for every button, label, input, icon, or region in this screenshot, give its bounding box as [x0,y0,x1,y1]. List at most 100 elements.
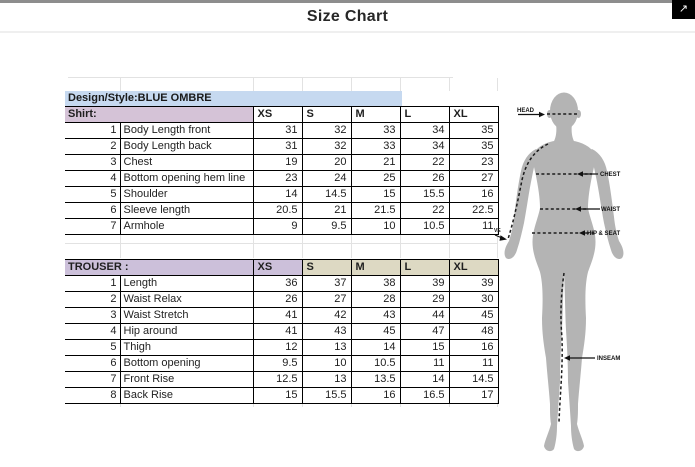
size-value-cell: 29 [399,291,450,308]
size-value-cell: 16.5 [399,387,450,404]
size-value-cell: 15 [399,339,450,356]
measurement-row: 4 Hip around 41 43 45 47 48 [65,323,499,340]
size-value-cell: 9 [252,218,303,235]
gridline [449,231,450,258]
size-value-cell: 43 [350,307,401,324]
size-value-cell: 34 [399,138,450,155]
inseam-label: INSEAM [597,356,620,362]
size-value-cell: 20 [301,154,352,171]
row-number-cell: 3 [65,307,121,324]
row-number-cell: 5 [65,339,121,356]
size-value-cell: 33 [350,122,401,139]
size-value-cell: 31 [252,138,303,155]
measurement-name-cell: Chest [119,154,254,171]
size-value-cell: 32 [301,122,352,139]
body-silhouette [504,92,624,452]
measurement-row: 7 Armhole 9 9.5 10 10.5 11 [65,218,499,235]
measurement-row: 4 Bottom opening hem line 23 24 25 26 27 [65,170,499,187]
gridline [351,78,352,91]
gridline [400,400,401,407]
gridline [449,78,450,91]
size-value-cell: 13 [301,371,352,388]
row-number-cell: 7 [65,371,121,388]
size-value-cell: 41 [252,307,303,324]
gridline [400,231,401,258]
measurement-name-cell: Sleeve length [119,202,254,219]
measurement-row: 3 Waist Stretch 41 42 43 44 45 [65,307,499,324]
size-value-cell: 9.5 [301,218,352,235]
row-number-cell: 1 [65,275,121,292]
design-style-band: Design/Style:BLUE OMBRE [65,91,402,106]
trouser-label-cell: TROUSER : [65,259,254,276]
size-value-cell: 15 [350,186,401,203]
head-label: HEAD [517,108,535,114]
gridline [302,400,303,407]
size-value-cell: 36 [252,275,303,292]
sleeve-measure-line [507,143,549,240]
row-number-cell: 7 [65,218,121,235]
measurement-name-cell: Waist Relax [119,291,254,308]
size-value-cell: 10 [350,218,401,235]
size-value-cell: 21.5 [350,202,401,219]
head-arrowhead [539,111,545,118]
shirt-header-row: Shirt: XS S M L XL [65,106,499,123]
size-value-cell: 14 [252,186,303,203]
size-value-cell: 34 [399,122,450,139]
size-value-cell: 43 [301,323,352,340]
gridline [497,78,498,91]
size-col-header: M [350,106,401,123]
gridline [65,243,497,244]
row-number-cell: 2 [65,291,121,308]
row-number-cell: 6 [65,355,121,372]
body-measurement-diagram: HEAD CHEST WAIST HIP & SEAT VE INSEAM [494,92,624,452]
gridline [68,77,453,78]
size-value-cell: 28 [350,291,401,308]
size-value-cell: 45 [350,323,401,340]
size-value-cell: 11 [399,355,450,372]
size-value-cell: 31 [252,122,303,139]
gridline [351,400,352,407]
row-number-cell: 1 [65,122,121,139]
measurement-name-cell: Bottom opening hem line [119,170,254,187]
row-number-cell: 6 [65,202,121,219]
measurement-row: 6 Bottom opening 9.5 10 10.5 11 11 [65,355,499,372]
figure-neck [553,123,575,143]
measurement-row: 2 Waist Relax 26 27 28 29 30 [65,291,499,308]
measurement-row: 6 Sleeve length 20.5 21 21.5 22 22.5 [65,202,499,219]
expand-button[interactable]: ↗ [672,0,695,19]
gridline [302,78,303,91]
waist-label: WAIST [601,207,620,213]
measurement-name-cell: Body Length back [119,138,254,155]
size-value-cell: 37 [301,275,352,292]
size-value-cell: 16 [350,387,401,404]
hip-seat-label: HIP & SEAT [587,231,620,237]
expand-arrow-icon: ↗ [678,3,689,15]
gridline [497,400,498,407]
measurement-name-cell: Front Rise [119,371,254,388]
measurement-name-cell: Bottom opening [119,355,254,372]
chest-label: CHEST [600,172,621,178]
size-value-cell: 14.5 [301,186,352,203]
measurement-name-cell: Thigh [119,339,254,356]
size-value-cell: 10.5 [399,218,450,235]
gridline [351,231,352,258]
measurement-name-cell: Hip around [119,323,254,340]
size-col-header: L [399,259,450,276]
measurement-name-cell: Body Length front [119,122,254,139]
size-col-header: XS [252,106,303,123]
measurement-name-cell: Length [119,275,254,292]
size-value-cell: 17 [448,387,499,404]
size-value-cell: 12.5 [252,371,303,388]
size-value-cell: 19 [252,154,303,171]
size-value-cell: 26 [399,170,450,187]
measurement-row: 1 Body Length front 31 32 33 34 35 [65,122,499,139]
size-value-cell: 15.5 [301,387,352,404]
measure-labels: HEAD CHEST WAIST HIP & SEAT VE INSEAM [494,108,621,362]
size-value-cell: 21 [301,202,352,219]
measurement-name-cell: Waist Stretch [119,307,254,324]
measurement-row: 2 Body Length back 31 32 33 34 35 [65,138,499,155]
header-divider [0,31,695,33]
row-number-cell: 3 [65,154,121,171]
size-value-cell: 42 [301,307,352,324]
